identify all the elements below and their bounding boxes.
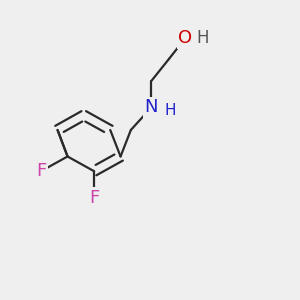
Text: H: H [164,103,176,118]
Text: F: F [89,189,99,207]
Text: H: H [197,29,209,47]
Text: N: N [145,98,158,116]
Text: F: F [36,162,46,180]
Text: O: O [178,29,192,47]
